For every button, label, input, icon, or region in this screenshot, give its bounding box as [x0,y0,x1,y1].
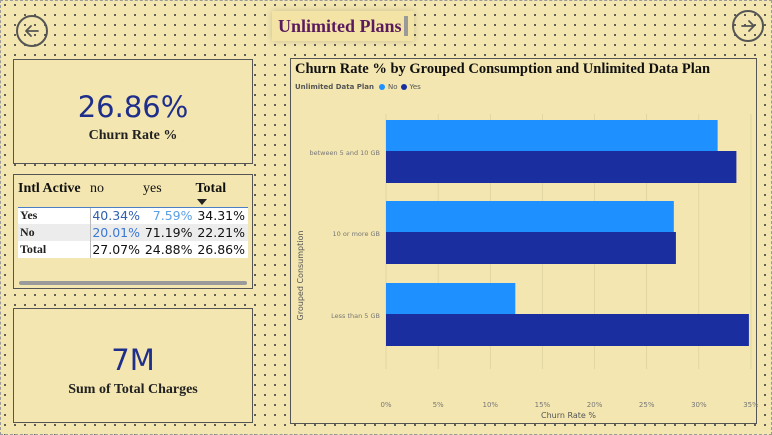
x-tick-label: 35% [743,401,758,409]
y-tick-label: Less than 5 GB [331,312,380,320]
chart-legend[interactable]: Unlimited Data Plan No Yes [295,83,421,91]
matrix-cell: 22.21% [195,224,248,241]
bar-no-0 [386,120,718,152]
matrix-cell: 34.31% [195,207,248,224]
matrix-cell: 7.59% [143,207,196,224]
total-charges-label: Sum of Total Charges [68,382,198,397]
forward-button[interactable] [732,10,764,42]
y-tick-label: 10 or more GB [333,230,380,238]
y-tick-label: between 5 and 10 GB [309,149,380,157]
x-tick-label: 30% [691,401,707,409]
x-axis-label: Churn Rate % [541,411,596,420]
x-tick-label: 5% [433,401,444,409]
matrix-row-label: Yes [18,207,90,224]
matrix-row[interactable]: Yes 40.34% 7.59% 34.31% [18,207,248,224]
x-tick-label: 20% [587,401,603,409]
y-axis-label: Grouped Consumption [296,231,305,321]
matrix-cell: 26.86% [195,241,248,258]
chart-canvas: 0% 5% 10% 15% 20% 25% 30% 35% Churn Rate % Groupe… [296,114,758,420]
bar-no-1 [386,201,674,233]
total-charges-value: 7M [111,343,155,377]
matrix-row[interactable]: No 20.01% 71.19% 22.21% [18,224,248,241]
matrix-header-no[interactable]: no [90,179,143,208]
matrix-cell: 40.34% [89,207,143,224]
x-tick-label: 0% [380,401,391,409]
bar-yes-0 [386,151,737,183]
arrow-right-circle-icon [741,20,755,32]
chart-title: Churn Rate % by Grouped Consumption and … [295,61,711,77]
x-tick-label: 15% [535,401,551,409]
bar-yes-1 [386,232,676,264]
sort-descending-icon[interactable] [197,199,208,205]
matrix-row-label: Total [18,241,90,258]
matrix-cell: 20.01% [89,224,143,241]
matrix-row-label: No [18,224,90,241]
churn-rate-label: Churn Rate % [88,128,178,143]
legend-title: Unlimited Data Plan [295,83,374,91]
horizontal-scrollbar[interactable] [19,281,247,285]
legend-yes-label: Yes [409,83,421,91]
churn-rate-bar-chart[interactable]: 0% 5% 10% 15% 20% 25% 30% 35% Churn Rate % Groupe… [290,58,758,424]
total-charges-card[interactable]: 7M Sum of Total Charges [13,308,253,423]
matrix-cell: 24.88% [143,241,196,258]
matrix-header-row-label[interactable]: Intl Active [18,179,90,208]
page-title-box[interactable]: Unlimited Plans [272,11,414,41]
matrix-header-total-label: Total [195,181,227,196]
intl-active-matrix[interactable]: Intl Active no yes Total Yes 40.34% 7.59% 3… [13,174,253,289]
text-cursor [403,16,408,36]
legend-yes-swatch [400,84,407,90]
matrix-row[interactable]: Total 27.07% 24.88% 26.86% [18,241,248,258]
bar-no-2 [386,283,516,315]
matrix-header-yes[interactable]: yes [143,179,196,208]
matrix-header-total[interactable]: Total [195,179,248,208]
page-title: Unlimited Plans [278,15,402,36]
bar-yes-2 [386,314,749,346]
churn-rate-value: 26.86% [77,90,189,124]
back-button[interactable] [16,15,48,47]
legend-no-label: No [387,83,398,91]
x-tick-label: 25% [639,401,655,409]
churn-rate-card[interactable]: 26.86% Churn Rate % [13,59,253,164]
x-tick-label: 10% [483,401,499,409]
matrix-cell: 71.19% [143,224,196,241]
matrix-table: Intl Active no yes Total Yes 40.34% 7.59% 3… [18,179,248,258]
arrow-left-circle-icon [25,25,39,37]
legend-no-swatch [378,84,385,90]
matrix-cell: 27.07% [89,241,143,258]
